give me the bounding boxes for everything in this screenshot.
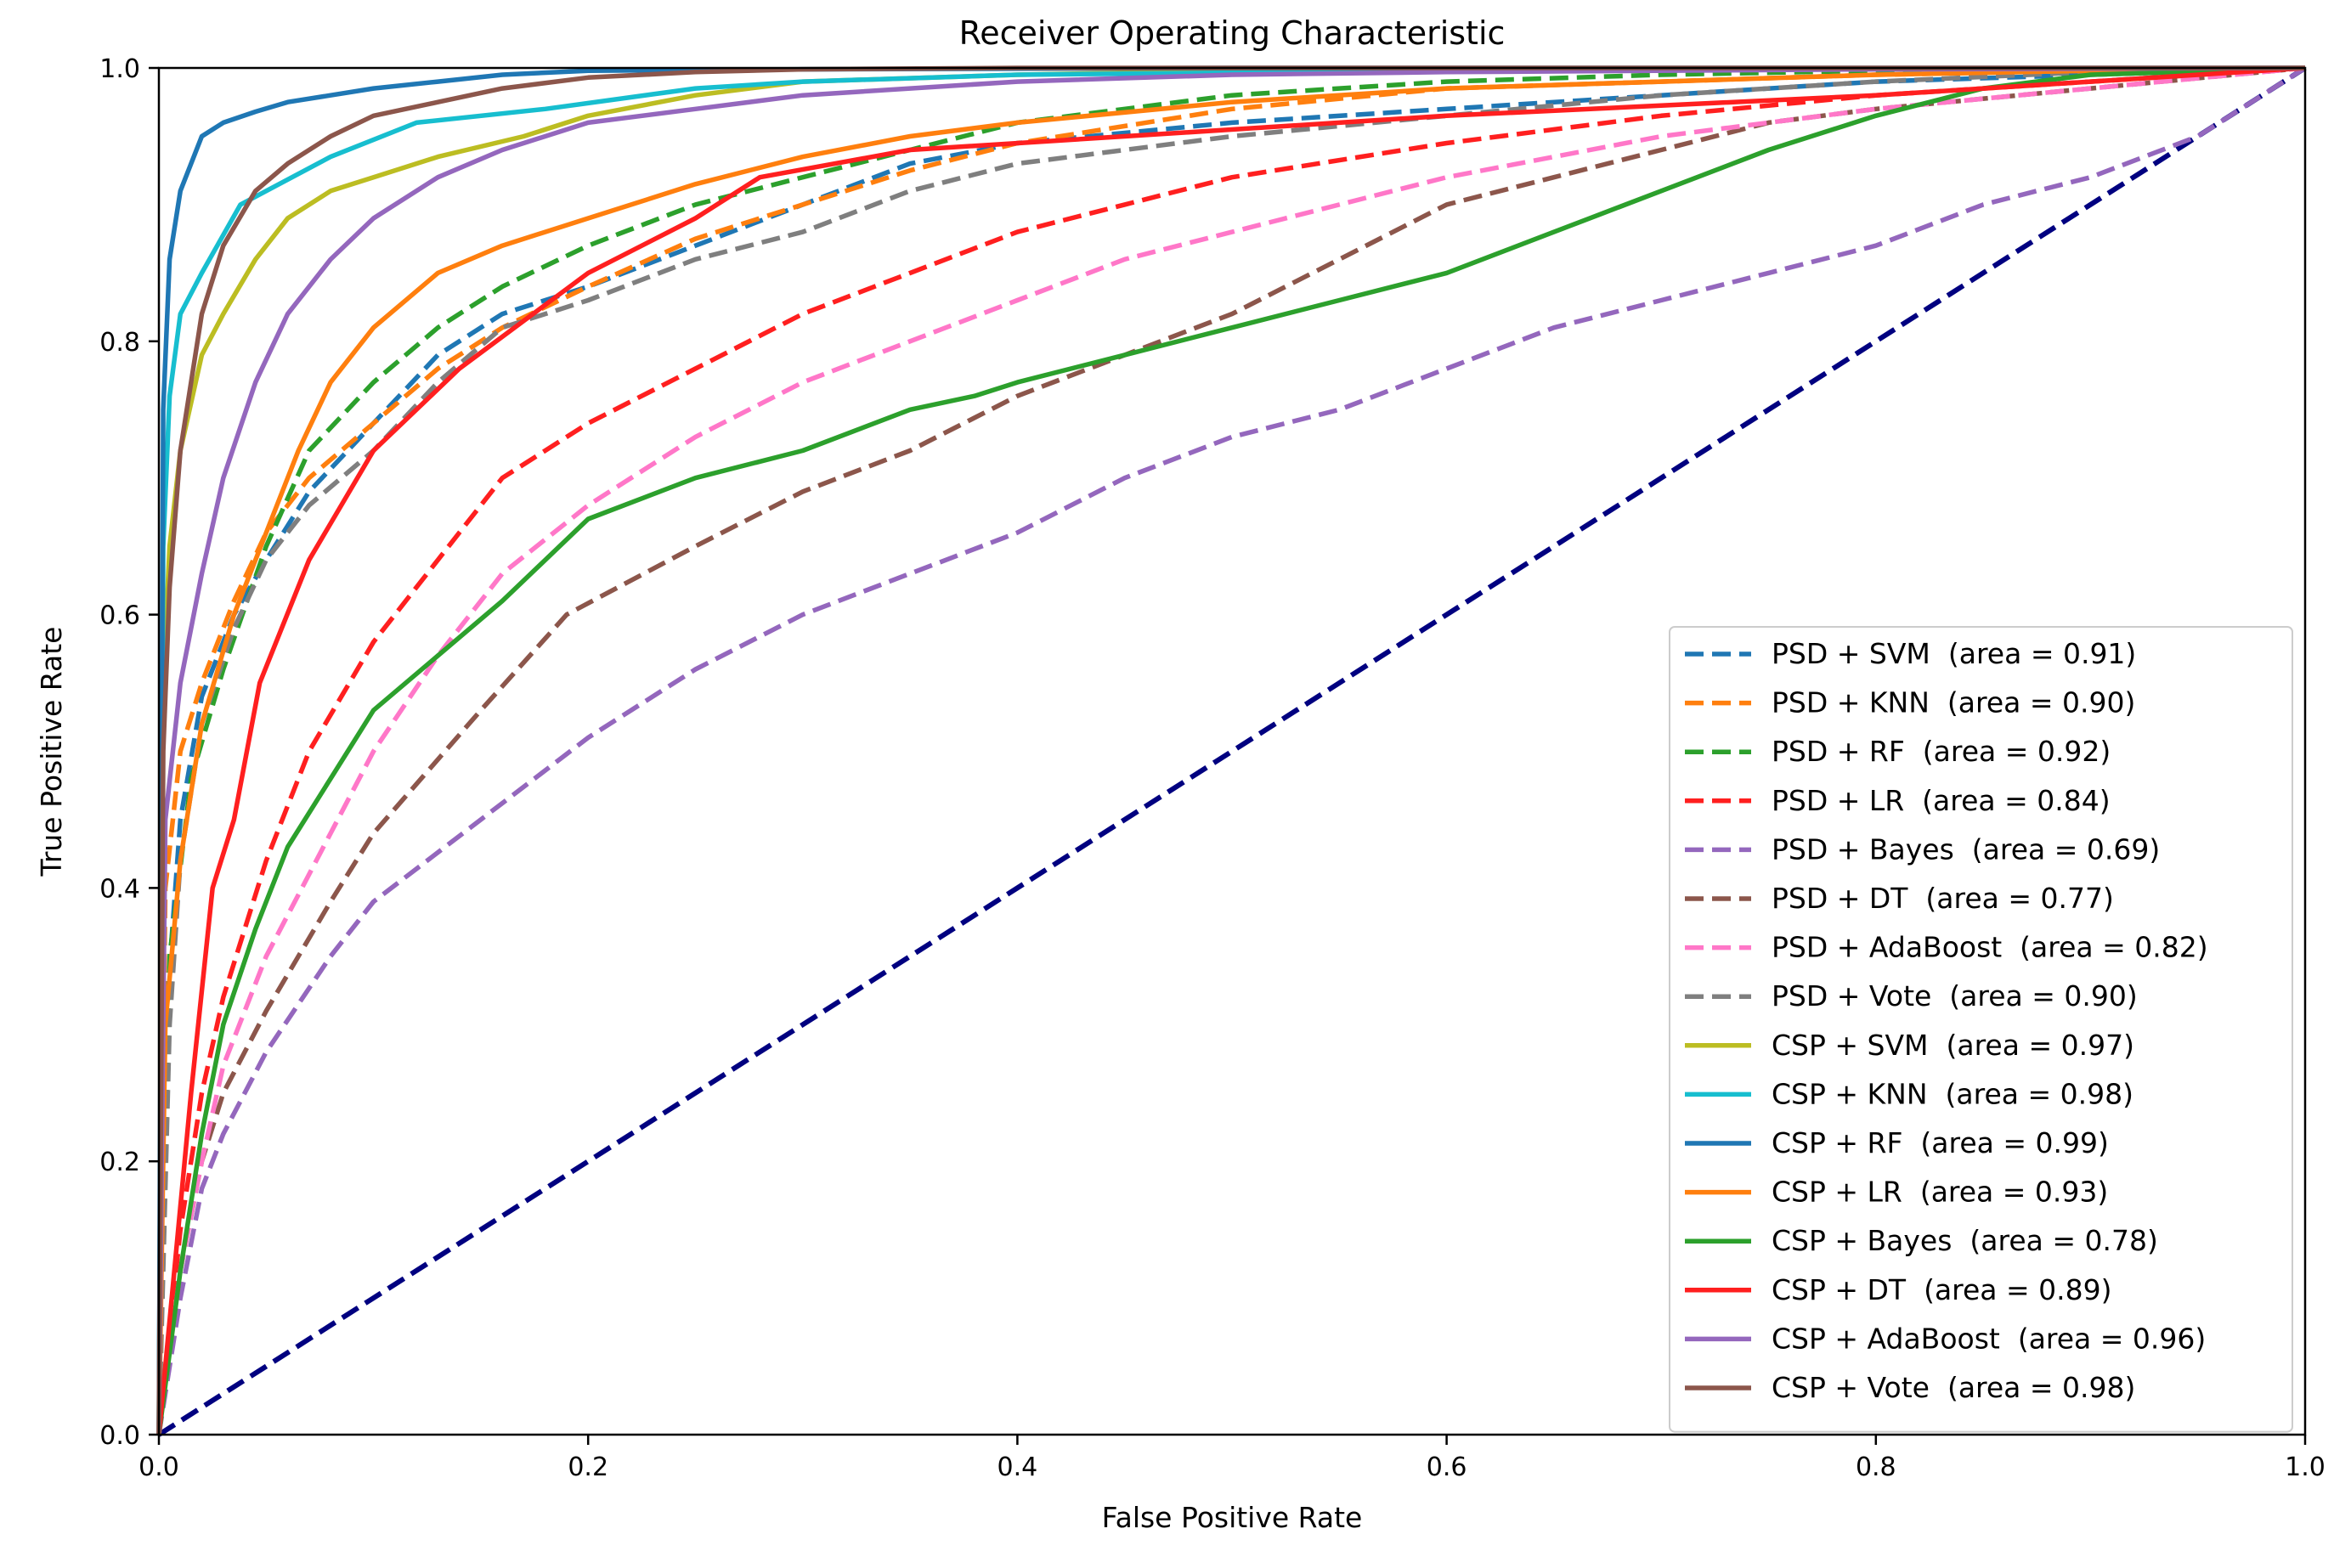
x-tick-label: 1.0 <box>2285 1452 2326 1482</box>
series-line-psd-dt <box>156 65 2306 1435</box>
legend-box <box>1669 626 2293 1433</box>
series-lines <box>156 65 2307 1437</box>
x-tick-label: 0.6 <box>1427 1452 1467 1482</box>
series-line-psd-adaboost <box>156 65 2306 1435</box>
series-line-csp-adaboost <box>156 65 2306 1435</box>
legend-label: CSP + AdaBoost (area = 0.96) <box>1772 1322 2206 1355</box>
series-line-psd-bayes <box>156 65 2307 1435</box>
plot-frame <box>157 66 2307 1436</box>
series-line-csp-vote <box>156 65 2305 1435</box>
y-tick-label: 0.2 <box>99 1148 140 1177</box>
legend: PSD + SVM (area = 0.91) PSD + KNN (area =… <box>1669 626 2293 1433</box>
legend-label: CSP + KNN (area = 0.98) <box>1772 1077 2133 1110</box>
legend-label: CSP + SVM (area = 0.97) <box>1772 1029 2134 1062</box>
y-tick-label: 0.8 <box>99 328 140 358</box>
x-tick-label: 0.8 <box>1856 1452 1896 1482</box>
legend-label: CSP + LR (area = 0.93) <box>1772 1176 2108 1209</box>
legend-label: PSD + SVM (area = 0.91) <box>1772 637 2136 670</box>
x-tick-label: 0.2 <box>568 1452 608 1482</box>
legend-label: CSP + DT (area = 0.89) <box>1772 1273 2112 1306</box>
legend-label: PSD + DT (area = 0.77) <box>1772 882 2114 915</box>
x-axis-label: False Positive Rate <box>1102 1501 1363 1534</box>
y-axis-label: True Positive Rate <box>35 627 68 877</box>
series-line-psd-lr <box>156 65 2306 1435</box>
series-line-csp-rf <box>156 65 2305 1435</box>
x-tick-label: 0.4 <box>997 1452 1038 1482</box>
chance-diagonal-line <box>157 65 2307 1437</box>
legend-label: CSP + RF (area = 0.99) <box>1772 1126 2109 1159</box>
x-axis-ticks: 0.0 0.2 0.4 0.6 0.8 1.0 <box>138 1435 2326 1482</box>
x-tick-label: 0.0 <box>138 1452 179 1482</box>
y-tick-label: 0.6 <box>99 601 140 631</box>
series-line-csp-lr <box>156 65 2306 1435</box>
legend-label: PSD + LR (area = 0.84) <box>1772 784 2111 817</box>
legend-label: CSP + Vote (area = 0.98) <box>1772 1371 2135 1404</box>
legend-label: PSD + Bayes (area = 0.69) <box>1772 832 2160 866</box>
series-line-csp-knn <box>156 65 2306 1435</box>
series-line-psd-rf <box>156 65 2306 1435</box>
chart-title: Receiver Operating Characteristic <box>959 14 1506 52</box>
series-line-csp-dt <box>156 65 2306 1435</box>
legend-label: CSP + Bayes (area = 0.78) <box>1772 1224 2158 1257</box>
plot-border <box>157 66 2307 1436</box>
legend-label: PSD + RF (area = 0.92) <box>1772 735 2111 768</box>
y-tick-label: 0.4 <box>99 874 140 904</box>
y-tick-label: 0.0 <box>99 1421 140 1451</box>
y-axis-ticks: 0.0 0.2 0.4 0.6 0.8 1.0 <box>99 54 159 1451</box>
legend-label: PSD + Vote (area = 0.90) <box>1772 979 2138 1012</box>
series-line-csp-bayes <box>156 65 2306 1435</box>
y-tick-label: 1.0 <box>99 54 140 84</box>
legend-label: PSD + KNN (area = 0.90) <box>1772 686 2135 719</box>
legend-label: PSD + AdaBoost (area = 0.82) <box>1772 931 2208 964</box>
